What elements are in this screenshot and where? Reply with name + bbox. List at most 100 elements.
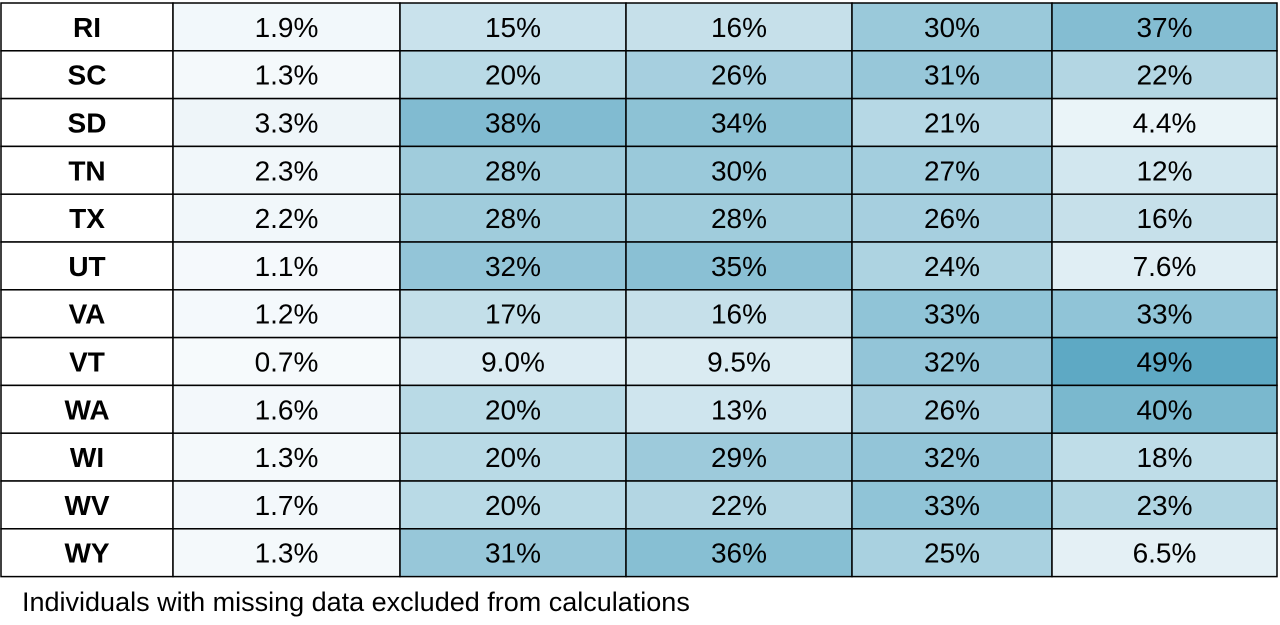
cell-value: 1.6% (255, 394, 319, 425)
cell-value: 38% (485, 108, 541, 139)
heatmap-cell (1051, 384, 1278, 434)
heatmap-cell (399, 336, 627, 387)
cell-value: 6.5% (1133, 538, 1197, 569)
cell-value: 24% (924, 251, 980, 282)
heatmap-cell (1051, 480, 1278, 530)
cell-value: 12% (1136, 155, 1192, 186)
cell-value: 33% (924, 299, 980, 330)
cell-value: 32% (924, 442, 980, 473)
heatmap-cell (172, 384, 401, 434)
cell-value: 20% (485, 60, 541, 91)
heatmap-cell (625, 289, 853, 339)
cell-value: 1.2% (255, 299, 319, 330)
heatmap-cell (1051, 145, 1278, 195)
cell-value: 1.7% (255, 490, 319, 521)
cell-value: 30% (711, 155, 767, 186)
heatmap-cell (851, 432, 1053, 482)
cell-value: 13% (711, 394, 767, 425)
cell-value: 34% (711, 108, 767, 139)
cell-value: 22% (1136, 60, 1192, 91)
heatmap-cell (851, 336, 1053, 387)
heatmap-cell (851, 193, 1053, 243)
cell-value: 36% (711, 538, 767, 569)
heatmap-cell (399, 193, 627, 243)
cell-value: 28% (485, 155, 541, 186)
heatmap-cell (1051, 97, 1278, 148)
cell-value: 20% (485, 394, 541, 425)
cell-value: 0.7% (255, 347, 319, 378)
heatmap-cell (1051, 289, 1278, 339)
footnote: Individuals with missing data excluded f… (22, 587, 690, 617)
cell-value: 16% (1136, 203, 1192, 234)
cell-value: 33% (924, 490, 980, 521)
row-label-cell (0, 432, 174, 482)
cell-value: 31% (485, 538, 541, 569)
heatmap-cell (625, 336, 853, 387)
row-label: WV (64, 490, 109, 521)
cell-value: 28% (711, 203, 767, 234)
row-label: WI (70, 442, 104, 473)
cell-value: 20% (485, 442, 541, 473)
cell-value: 26% (711, 60, 767, 91)
row-label: WA (64, 394, 109, 425)
cell-value: 25% (924, 538, 980, 569)
cell-value: 2.2% (255, 203, 319, 234)
row-label-cell (0, 241, 174, 291)
heatmap-cell (172, 2, 401, 52)
cell-value: 9.0% (481, 347, 545, 378)
cell-value: 40% (1136, 394, 1192, 425)
row-label: SD (68, 108, 107, 139)
row-label-cell (0, 2, 174, 52)
cell-value: 26% (924, 394, 980, 425)
row-label: VA (69, 299, 106, 330)
cell-value: 16% (711, 299, 767, 330)
row-label-cell (0, 336, 174, 387)
heatmap-cell (172, 97, 401, 148)
cell-value: 17% (485, 299, 541, 330)
heatmap-cell (399, 145, 627, 195)
cell-value: 1.1% (255, 251, 319, 282)
cell-value: 30% (924, 12, 980, 43)
row-label: RI (73, 12, 101, 43)
cell-value: 31% (924, 60, 980, 91)
row-label-cell (0, 145, 174, 195)
row-label-cell (0, 528, 174, 578)
heatmap-cell (172, 145, 401, 195)
heatmap-cell (399, 528, 627, 578)
cell-value: 15% (485, 12, 541, 43)
heatmap-cell (851, 145, 1053, 195)
cell-value: 1.3% (255, 60, 319, 91)
cell-value: 4.4% (1133, 108, 1197, 139)
heatmap-cell (399, 2, 627, 52)
cell-value: 21% (924, 108, 980, 139)
heatmap-cell (1051, 193, 1278, 243)
heatmap-cell (399, 289, 627, 339)
row-label: SC (68, 60, 107, 91)
heatmap-cell (625, 50, 853, 100)
heatmap-cell (625, 193, 853, 243)
cell-value: 9.5% (707, 347, 771, 378)
cell-value: 23% (1136, 490, 1192, 521)
heatmap-cell (625, 528, 853, 578)
heatmap-cell (1051, 50, 1278, 100)
cell-value: 32% (924, 347, 980, 378)
heatmap-cell (172, 432, 401, 482)
cell-value: 26% (924, 203, 980, 234)
cell-value: 18% (1136, 442, 1192, 473)
heatmap-cell (1051, 241, 1278, 291)
cell-value: 22% (711, 490, 767, 521)
cell-value: 1.9% (255, 12, 319, 43)
heatmap-cell (625, 145, 853, 195)
heatmap-cell (625, 480, 853, 530)
heatmap-cell (172, 50, 401, 100)
heatmap-cell (399, 384, 627, 434)
row-label: UT (68, 251, 105, 282)
cell-value: 28% (485, 203, 541, 234)
row-label-cell (0, 480, 174, 530)
cell-value: 3.3% (255, 108, 319, 139)
cell-value: 1.3% (255, 442, 319, 473)
heatmap-cell (1051, 2, 1278, 52)
cell-value: 2.3% (255, 155, 319, 186)
cell-value: 16% (711, 12, 767, 43)
row-label-cell (0, 289, 174, 339)
